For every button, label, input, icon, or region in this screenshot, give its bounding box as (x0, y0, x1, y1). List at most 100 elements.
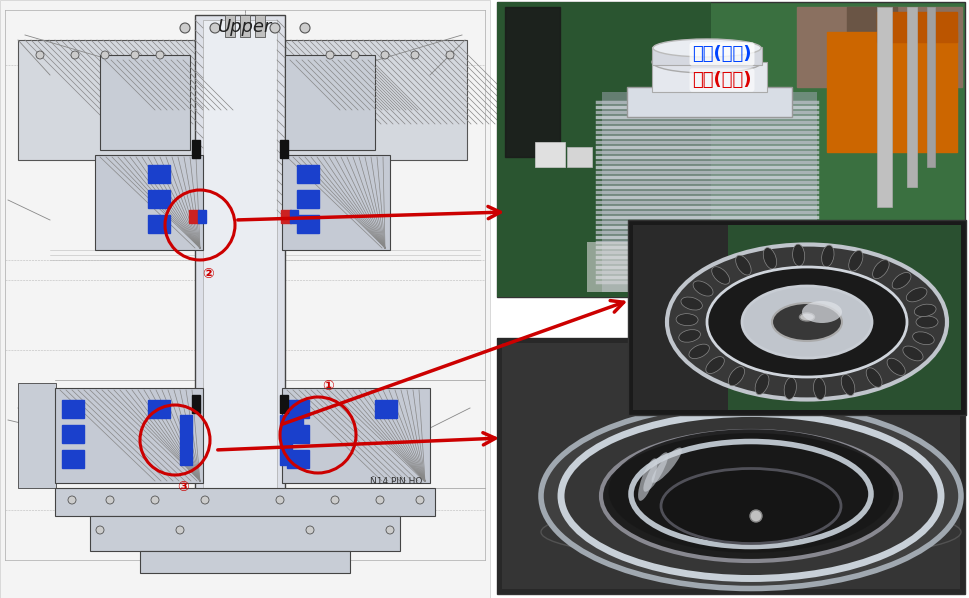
Bar (90, 516, 399, 551)
Bar (280, 395, 288, 413)
Bar (192, 140, 200, 158)
Circle shape (411, 51, 419, 59)
Ellipse shape (688, 344, 708, 359)
Text: ③: ③ (177, 480, 189, 494)
Ellipse shape (675, 314, 698, 326)
Ellipse shape (798, 313, 814, 321)
Circle shape (180, 23, 190, 33)
Bar (287, 425, 309, 443)
Bar (505, 7, 559, 157)
Bar (502, 343, 959, 589)
Ellipse shape (912, 332, 933, 344)
Bar (62, 425, 84, 443)
Bar (651, 47, 762, 65)
Ellipse shape (690, 465, 810, 517)
Ellipse shape (754, 374, 768, 395)
Ellipse shape (705, 356, 724, 374)
Bar (297, 215, 319, 233)
Ellipse shape (865, 368, 881, 388)
Ellipse shape (792, 244, 804, 266)
Ellipse shape (660, 468, 840, 544)
Ellipse shape (642, 452, 668, 492)
Ellipse shape (619, 434, 881, 548)
Bar (18, 40, 213, 160)
Circle shape (269, 23, 280, 33)
Bar (282, 388, 429, 483)
Circle shape (156, 51, 164, 59)
Text: 가열(확장): 가열(확장) (692, 71, 751, 89)
Bar (148, 215, 170, 233)
Ellipse shape (783, 377, 796, 399)
Ellipse shape (915, 316, 937, 328)
Bar (287, 450, 309, 468)
Bar (567, 147, 591, 167)
Ellipse shape (771, 303, 841, 341)
Circle shape (175, 526, 184, 534)
Bar (100, 55, 190, 150)
Ellipse shape (741, 286, 871, 358)
Circle shape (276, 496, 284, 504)
Circle shape (101, 51, 109, 59)
Bar (535, 142, 564, 167)
Bar (18, 383, 56, 488)
Ellipse shape (643, 444, 858, 538)
Bar (62, 400, 84, 418)
Bar (876, 12, 956, 42)
Circle shape (71, 51, 78, 59)
Ellipse shape (711, 267, 729, 284)
Ellipse shape (728, 367, 744, 386)
Circle shape (351, 51, 359, 59)
Circle shape (330, 496, 338, 504)
Ellipse shape (735, 255, 750, 275)
Ellipse shape (667, 455, 833, 527)
Ellipse shape (801, 301, 841, 323)
Circle shape (209, 23, 220, 33)
Bar (192, 395, 200, 413)
Ellipse shape (891, 273, 910, 289)
Ellipse shape (821, 245, 833, 267)
Circle shape (446, 51, 453, 59)
Bar (255, 15, 265, 37)
Ellipse shape (848, 251, 862, 271)
Ellipse shape (840, 374, 854, 395)
Text: Upper: Upper (218, 18, 272, 36)
Ellipse shape (813, 378, 825, 399)
Ellipse shape (902, 346, 922, 361)
Bar (297, 190, 319, 208)
Circle shape (131, 51, 139, 59)
Text: 냉간(수축): 냉간(수축) (692, 45, 751, 63)
Bar (282, 155, 390, 250)
Text: ①: ① (322, 379, 333, 393)
Bar (846, 7, 896, 107)
Circle shape (376, 496, 384, 504)
Ellipse shape (541, 404, 960, 588)
Circle shape (326, 51, 333, 59)
Ellipse shape (655, 450, 846, 532)
Ellipse shape (638, 458, 656, 501)
Bar (140, 551, 350, 573)
Bar (496, 2, 964, 297)
Bar (0, 0, 489, 598)
Bar (293, 415, 302, 429)
Ellipse shape (680, 297, 702, 310)
Bar (55, 388, 203, 483)
Ellipse shape (693, 281, 712, 296)
Bar (876, 7, 891, 207)
Ellipse shape (651, 51, 762, 73)
Text: ②: ② (202, 267, 213, 281)
Bar (651, 62, 766, 92)
Bar (633, 225, 728, 410)
Circle shape (68, 496, 76, 504)
Bar (496, 338, 964, 594)
Bar (280, 140, 288, 158)
Ellipse shape (667, 245, 946, 399)
Ellipse shape (560, 413, 940, 578)
Bar (239, 15, 250, 37)
Circle shape (96, 526, 104, 534)
Bar (290, 210, 297, 223)
Ellipse shape (632, 440, 869, 542)
Bar (55, 488, 434, 516)
Text: Ň14 PIN HO: Ň14 PIN HO (369, 477, 422, 486)
Ellipse shape (678, 460, 822, 522)
Circle shape (299, 23, 310, 33)
